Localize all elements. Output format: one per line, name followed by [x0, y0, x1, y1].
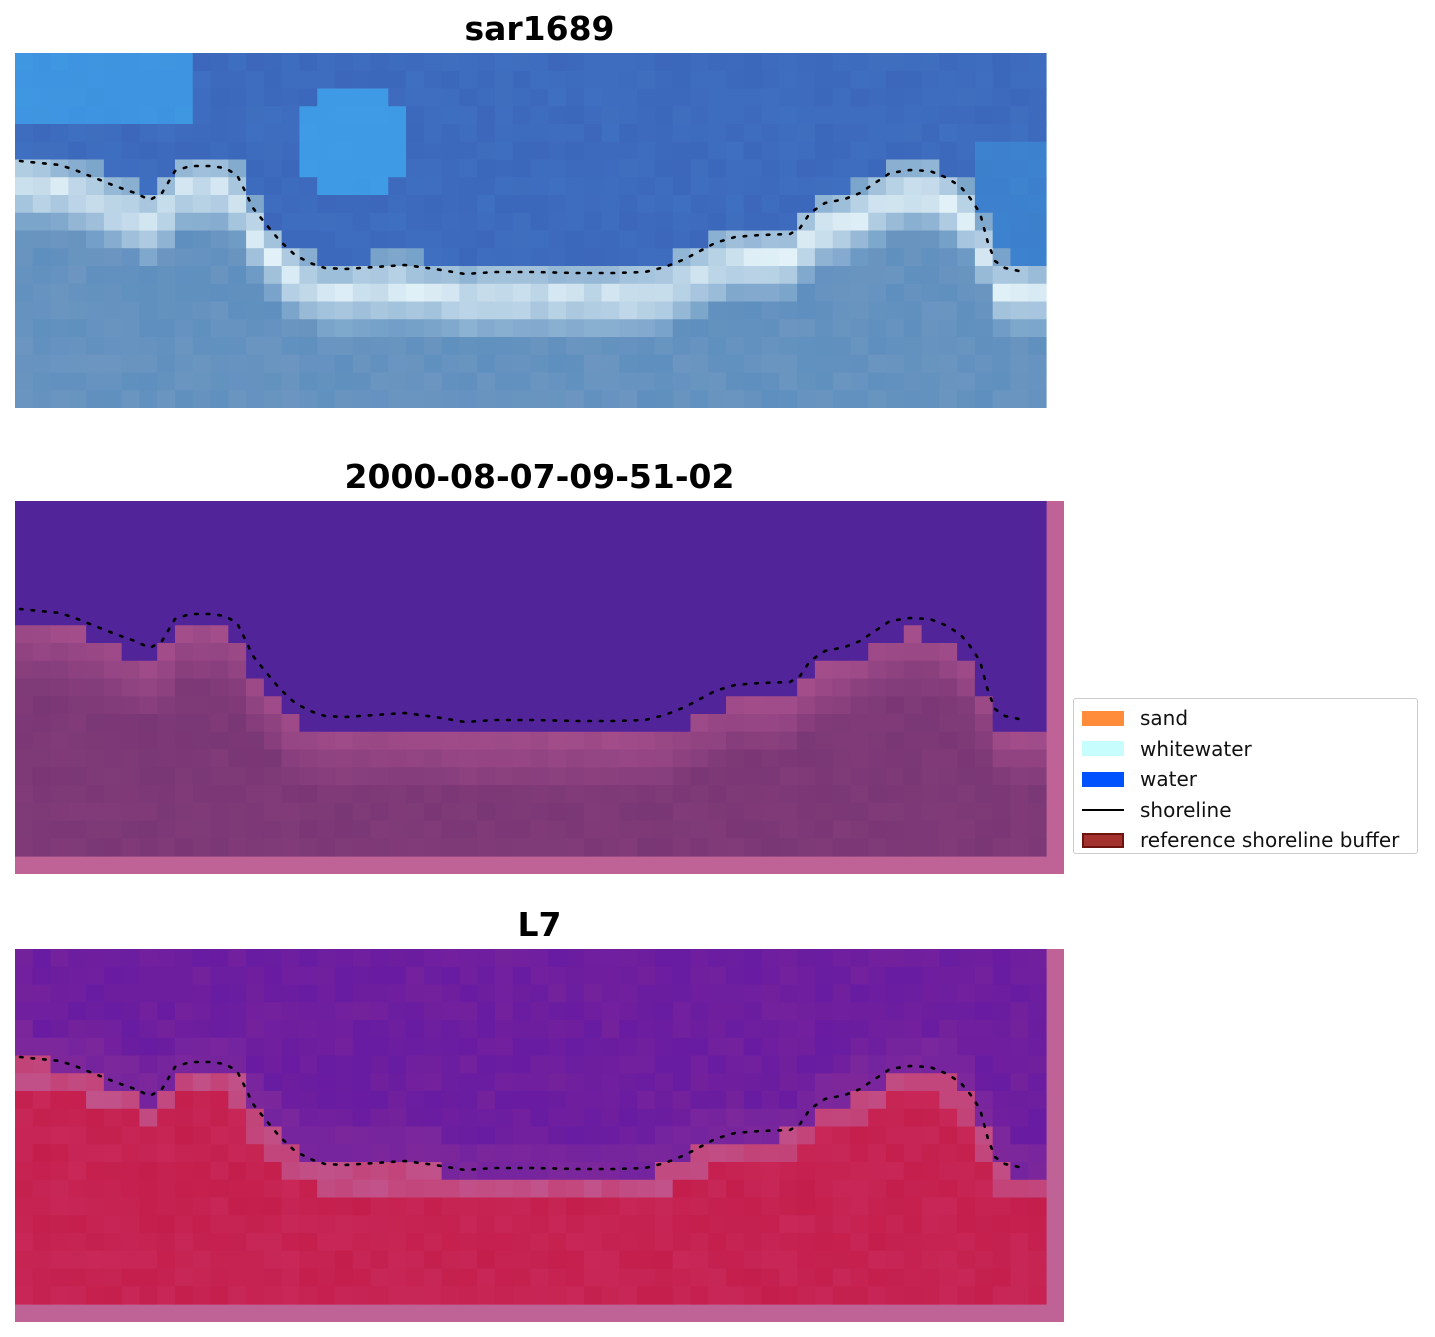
buffer-strip-bottom	[15, 1304, 1064, 1322]
legend-label: whitewater	[1140, 736, 1252, 761]
sand-swatch	[1082, 710, 1124, 726]
panel-classified-image	[15, 501, 1064, 874]
buffer-strip-right	[1046, 949, 1064, 1322]
legend-item-reference-shoreline-buffer: reference shoreline buffer	[1074, 825, 1417, 856]
legend-label: sand	[1140, 706, 1189, 731]
panel-index-title: L7	[517, 905, 562, 944]
legend-item-shoreline: shoreline	[1074, 795, 1417, 826]
panel-classified-title: 2000-08-07-09-51-02	[344, 457, 735, 496]
index-raster	[15, 949, 1064, 1322]
panel-index-image	[15, 949, 1064, 1322]
shoreline-dotted-line	[18, 607, 1021, 724]
legend-label: shoreline	[1140, 797, 1232, 822]
buffer-strip-right	[1046, 501, 1064, 874]
shoreline-dotted-line	[18, 159, 1021, 276]
rgb-raster	[15, 53, 1047, 408]
classified-raster	[15, 501, 1064, 874]
shoreline-dotted-line	[18, 1055, 1021, 1172]
legend-label: reference shoreline buffer	[1140, 828, 1400, 853]
legend-item-whitewater: whitewater	[1074, 734, 1417, 765]
legend-item-sand: sand	[1074, 703, 1417, 734]
panel-rgb-image	[15, 53, 1047, 408]
buffer-swatch	[1082, 832, 1124, 848]
legend: sand whitewater water shoreline referenc…	[1073, 698, 1418, 854]
panel-rgb-title: sar1689	[464, 9, 615, 48]
legend-item-water: water	[1074, 764, 1417, 795]
water-swatch	[1082, 771, 1124, 787]
whitewater-swatch	[1082, 741, 1124, 757]
shoreline-line-sample	[1082, 808, 1124, 811]
buffer-strip-bottom	[15, 856, 1064, 874]
legend-label: water	[1140, 767, 1197, 792]
